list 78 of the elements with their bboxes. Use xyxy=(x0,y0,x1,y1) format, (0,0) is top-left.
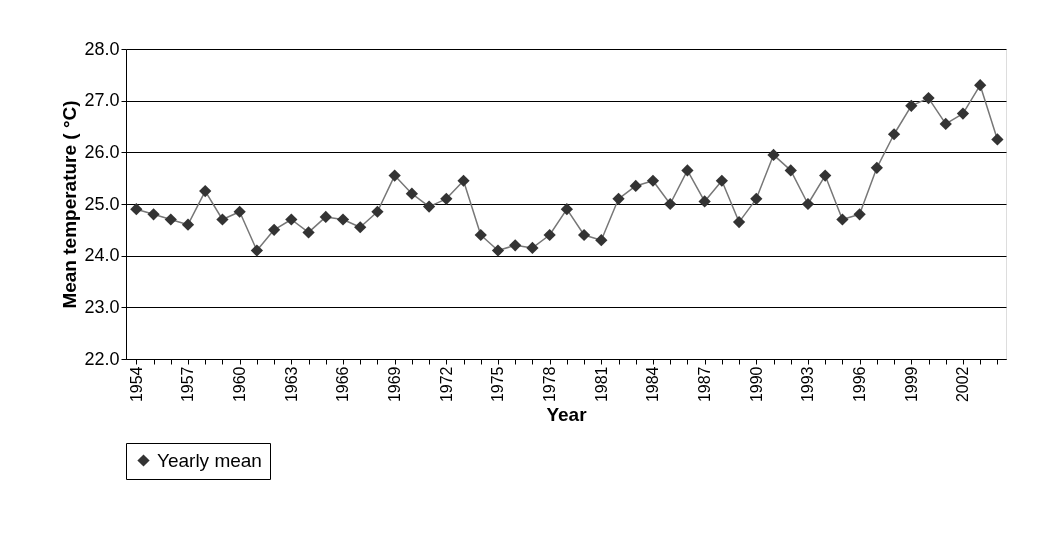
point xyxy=(767,148,780,162)
point xyxy=(543,228,556,242)
x-tick-label: 1954 xyxy=(127,366,145,403)
y-tick-label: 22.0 xyxy=(84,348,120,369)
point xyxy=(422,200,436,213)
x-tick-label: 1969 xyxy=(386,366,404,403)
point xyxy=(164,213,177,226)
point xyxy=(801,197,815,211)
point xyxy=(939,117,952,131)
x-tick-label: 1972 xyxy=(437,366,455,403)
point xyxy=(233,205,246,218)
x-tick-label: 1990 xyxy=(747,366,765,403)
point xyxy=(474,228,487,242)
point xyxy=(629,179,642,193)
x-axis-title: Year xyxy=(546,404,588,426)
point xyxy=(440,192,453,205)
point xyxy=(147,208,160,221)
x-tick-label: 1975 xyxy=(489,366,507,403)
point xyxy=(371,205,384,218)
y-axis-title: Mean temperature ( °C) xyxy=(59,100,81,309)
point xyxy=(732,215,746,229)
x-tick-label: 1993 xyxy=(799,366,817,403)
point xyxy=(250,244,263,257)
point xyxy=(216,213,229,226)
point xyxy=(181,218,195,231)
point xyxy=(870,161,883,174)
x-tick-label: 2002 xyxy=(954,366,972,403)
point xyxy=(819,169,832,182)
point xyxy=(457,174,470,187)
y-tick-label: 28.0 xyxy=(84,38,120,59)
x-tick-label: 1999 xyxy=(902,366,920,403)
point xyxy=(784,164,797,177)
point xyxy=(267,223,281,236)
point xyxy=(836,213,849,226)
point xyxy=(905,99,918,112)
legend-label: Yearly mean xyxy=(157,449,262,471)
x-tick-label: 1963 xyxy=(282,366,300,403)
point xyxy=(526,241,539,255)
point xyxy=(646,174,660,187)
point xyxy=(560,203,573,216)
x-tick-label: 1978 xyxy=(541,366,559,403)
point xyxy=(612,192,625,205)
point xyxy=(302,226,315,239)
point xyxy=(974,79,987,92)
point xyxy=(509,239,522,252)
point xyxy=(595,234,608,247)
point xyxy=(715,174,728,187)
point xyxy=(285,213,298,226)
y-tick-label: 27.0 xyxy=(84,90,120,111)
point xyxy=(336,213,350,226)
y-tick-label: 24.0 xyxy=(84,245,120,266)
point xyxy=(130,203,143,216)
point xyxy=(922,91,935,105)
point xyxy=(698,195,711,208)
point xyxy=(405,187,418,200)
point xyxy=(991,133,1004,146)
y-tick-label: 23.0 xyxy=(84,296,120,317)
point xyxy=(199,184,212,198)
point xyxy=(319,210,332,224)
y-tick-label: 26.0 xyxy=(84,141,120,162)
point xyxy=(491,244,505,257)
x-tick-label: 1966 xyxy=(334,366,352,403)
x-tick-label: 1984 xyxy=(644,366,662,403)
point xyxy=(577,228,591,242)
x-tick-label: 1981 xyxy=(592,366,610,403)
x-tick-label: 1957 xyxy=(179,366,197,403)
x-tick-label: 1987 xyxy=(696,366,714,403)
point xyxy=(956,107,970,120)
point xyxy=(853,208,866,221)
x-tick-label: 1960 xyxy=(231,366,249,403)
point xyxy=(887,128,901,141)
point xyxy=(388,169,401,182)
point xyxy=(354,221,367,234)
x-tick-label: 1996 xyxy=(851,366,869,403)
point xyxy=(681,164,694,177)
y-tick-label: 25.0 xyxy=(84,193,120,214)
point xyxy=(664,197,677,211)
point xyxy=(750,192,763,205)
